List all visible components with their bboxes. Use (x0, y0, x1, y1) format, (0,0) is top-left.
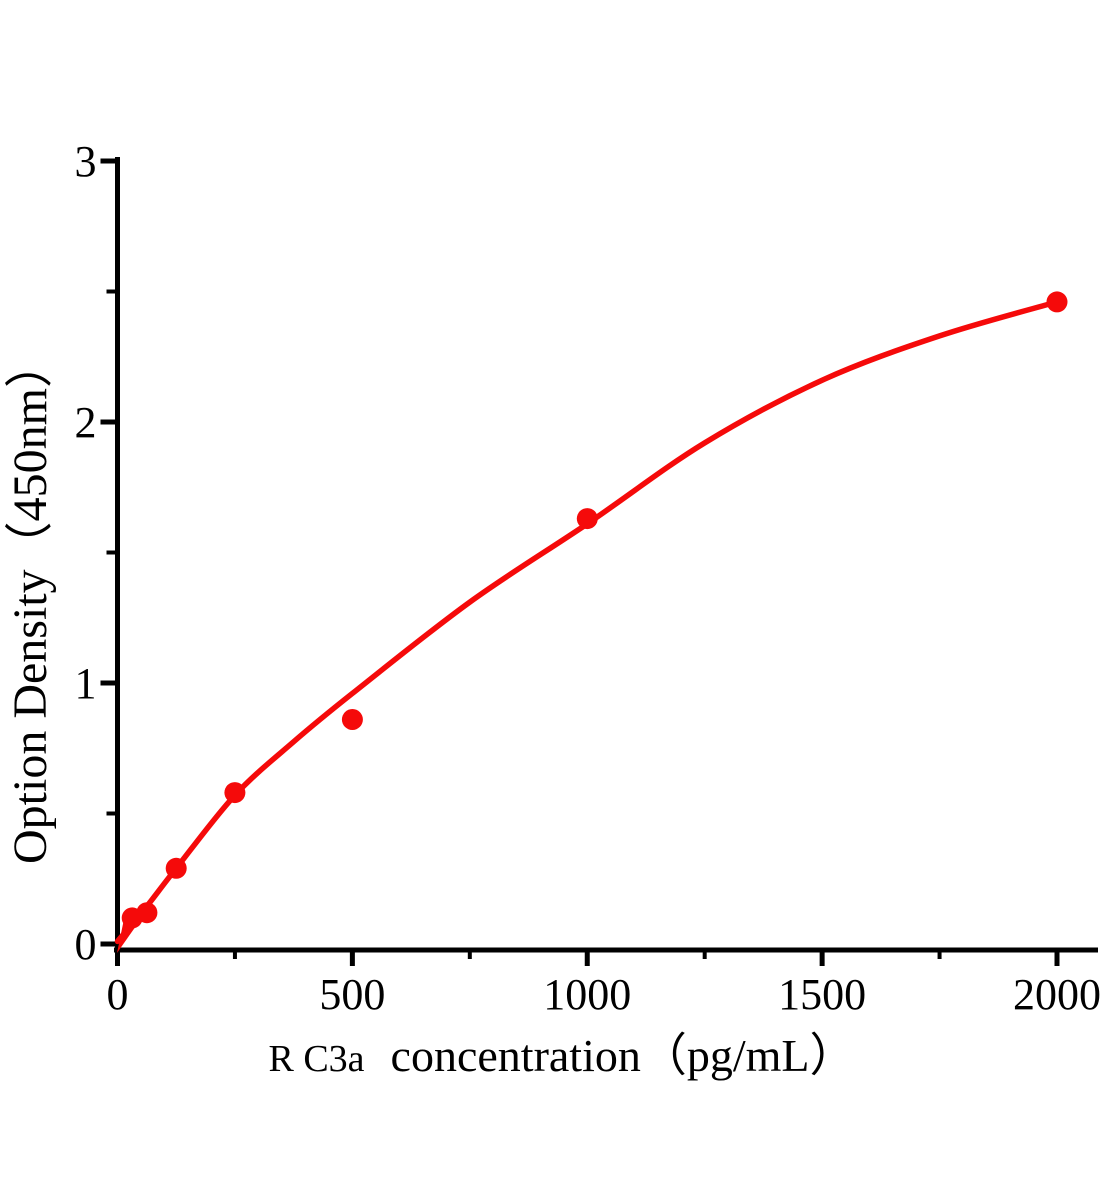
fit-curve (114, 299, 1060, 945)
y-tick-label: 0 (75, 920, 97, 969)
data-point (136, 902, 158, 924)
x-tick-label: 2000 (1013, 970, 1101, 1019)
data-point (576, 508, 598, 530)
x-axis-title-main: concentration（pg/mL） (391, 1030, 856, 1081)
data-point (1046, 291, 1068, 313)
x-axis-title-prefix: R C3a (268, 1038, 364, 1080)
data-point (165, 857, 187, 879)
x-tick-label: 1000 (543, 970, 631, 1019)
y-tick-label: 3 (75, 137, 97, 186)
x-tick-label: 500 (319, 970, 385, 1019)
y-tick-label: 1 (75, 659, 97, 708)
data-point (224, 782, 246, 804)
y-axis-title: Option Density（450nm） (4, 340, 57, 864)
data-point (341, 709, 363, 730)
y-tick-label: 2 (75, 398, 97, 447)
x-tick-label: 1500 (778, 970, 866, 1019)
axes-layer: 0 500 1000 1500 2000 0 1 2 3 (75, 137, 1102, 1019)
series-layer (114, 291, 1068, 953)
x-axis-title: R C3a concentration（pg/mL） (268, 1029, 855, 1082)
x-tick-label: 0 (107, 970, 129, 1019)
